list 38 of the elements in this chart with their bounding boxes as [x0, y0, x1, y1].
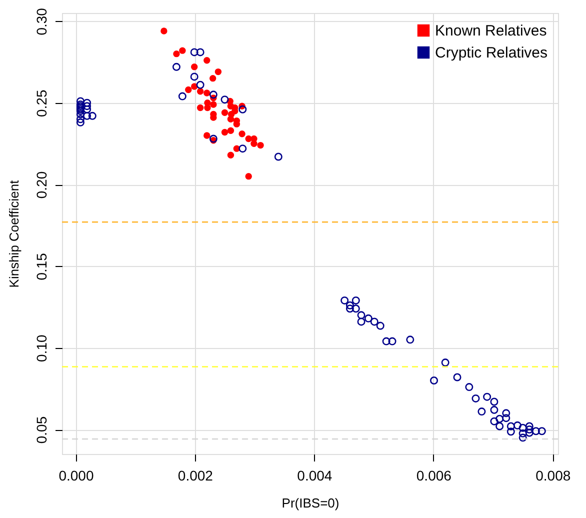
point	[227, 152, 234, 158]
point	[209, 74, 216, 82]
y-axis-title: Kinship Coefficient	[6, 180, 22, 288]
point	[221, 128, 228, 136]
point	[257, 142, 264, 149]
point	[196, 104, 204, 112]
y-tick-label: 0.05	[34, 416, 50, 444]
point	[204, 132, 210, 139]
point	[185, 86, 192, 94]
point	[221, 109, 228, 116]
y-tick-label: 0.15	[34, 252, 50, 280]
y-tick-label: 0.20	[34, 171, 50, 199]
point	[238, 130, 246, 138]
point	[250, 140, 258, 148]
x-tick-label: 0.006	[416, 468, 452, 484]
point	[204, 57, 210, 64]
point	[210, 101, 217, 108]
y-tick-label: 0.10	[34, 334, 50, 362]
point	[190, 64, 198, 70]
legend-label: Cryptic Relatives	[435, 44, 548, 62]
point	[204, 90, 210, 96]
point	[173, 50, 180, 58]
point	[160, 28, 168, 34]
x-tick-label: 0.000	[58, 468, 94, 484]
point	[245, 172, 252, 180]
point	[214, 68, 222, 76]
point	[227, 127, 234, 134]
x-tick-label: 0.004	[297, 468, 332, 484]
point	[190, 83, 198, 90]
point	[179, 47, 186, 54]
x-tick-label: 0.008	[536, 468, 571, 484]
x-axis-title: Pr(IBS=0)	[282, 496, 340, 510]
legend-label: Known Relatives	[435, 22, 547, 40]
y-tick-label: 0.30	[34, 8, 50, 36]
point	[204, 104, 211, 112]
x-tick-label: 0.002	[178, 468, 214, 484]
point	[196, 88, 204, 95]
y-tick-label: 0.25	[34, 89, 50, 117]
